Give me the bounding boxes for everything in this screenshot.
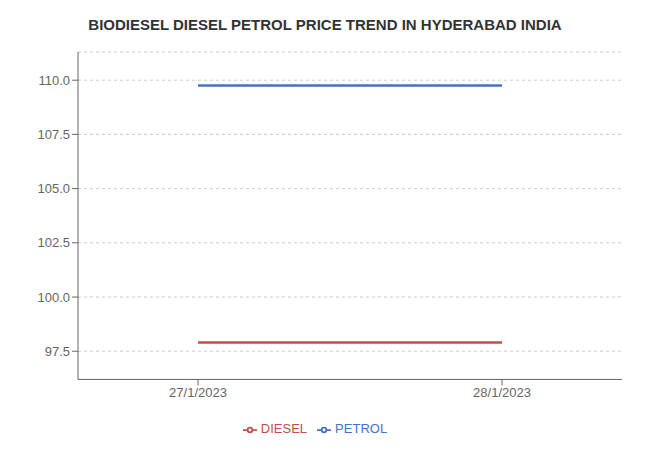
svg-text:102.5: 102.5 [37,235,70,250]
svg-text:105.0: 105.0 [37,181,70,196]
html-text:PETROL: PETROL [335,421,388,437]
html-text:BIODIESEL DIESEL PETROL PRICE: BIODIESEL DIESEL PETROL PRICE TREND IN H… [88,16,562,33]
svg-text:110.0: 110.0 [38,73,70,88]
html-text:DIESEL: DIESEL [260,421,308,437]
svg-text:97.5: 97.5 [45,344,70,359]
svg-text:107.5: 107.5 [37,127,70,142]
svg-text:27/1/2023: 27/1/2023 [169,385,227,400]
svg-text:28/1/2023: 28/1/2023 [473,385,531,400]
svg-text:100.0: 100.0 [37,290,70,305]
